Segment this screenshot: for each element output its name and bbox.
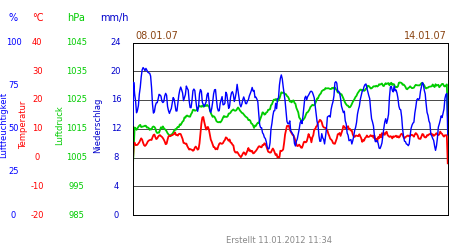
Text: 8: 8 <box>113 153 119 162</box>
Text: 10: 10 <box>32 124 43 133</box>
Text: 995: 995 <box>68 182 85 191</box>
Text: 30: 30 <box>32 67 43 76</box>
Text: 40: 40 <box>32 38 43 47</box>
Text: mm/h: mm/h <box>100 12 129 22</box>
Text: Luftfeuchtigkeit: Luftfeuchtigkeit <box>0 92 8 158</box>
Text: 1005: 1005 <box>66 153 87 162</box>
Text: 14.01.07: 14.01.07 <box>404 31 446 41</box>
Text: -20: -20 <box>31 210 44 220</box>
Text: 1025: 1025 <box>66 96 87 104</box>
Text: 25: 25 <box>8 168 19 176</box>
Text: 1035: 1035 <box>66 67 87 76</box>
Text: 0: 0 <box>11 210 16 220</box>
Text: 0: 0 <box>35 153 40 162</box>
Text: 20: 20 <box>32 96 43 104</box>
Text: 16: 16 <box>111 96 122 104</box>
Text: Niederschlag: Niederschlag <box>94 97 103 153</box>
Text: 20: 20 <box>111 67 122 76</box>
Text: 50: 50 <box>8 124 19 133</box>
Text: Erstellt 11.01.2012 11:34: Erstellt 11.01.2012 11:34 <box>226 236 332 245</box>
Text: 1015: 1015 <box>66 124 87 133</box>
Text: 75: 75 <box>8 81 19 90</box>
Text: hPa: hPa <box>68 12 86 22</box>
Text: Luftdruck: Luftdruck <box>55 105 64 145</box>
Text: °C: °C <box>32 12 44 22</box>
Text: 12: 12 <box>111 124 122 133</box>
Text: 985: 985 <box>68 210 85 220</box>
Text: 100: 100 <box>5 38 22 47</box>
Text: 4: 4 <box>113 182 119 191</box>
Text: 1045: 1045 <box>66 38 87 47</box>
Text: -10: -10 <box>31 182 44 191</box>
Text: %: % <box>9 12 18 22</box>
Text: Temperatur: Temperatur <box>19 101 28 149</box>
Text: 08.01.07: 08.01.07 <box>135 31 178 41</box>
Text: 0: 0 <box>113 210 119 220</box>
Text: 24: 24 <box>111 38 122 47</box>
